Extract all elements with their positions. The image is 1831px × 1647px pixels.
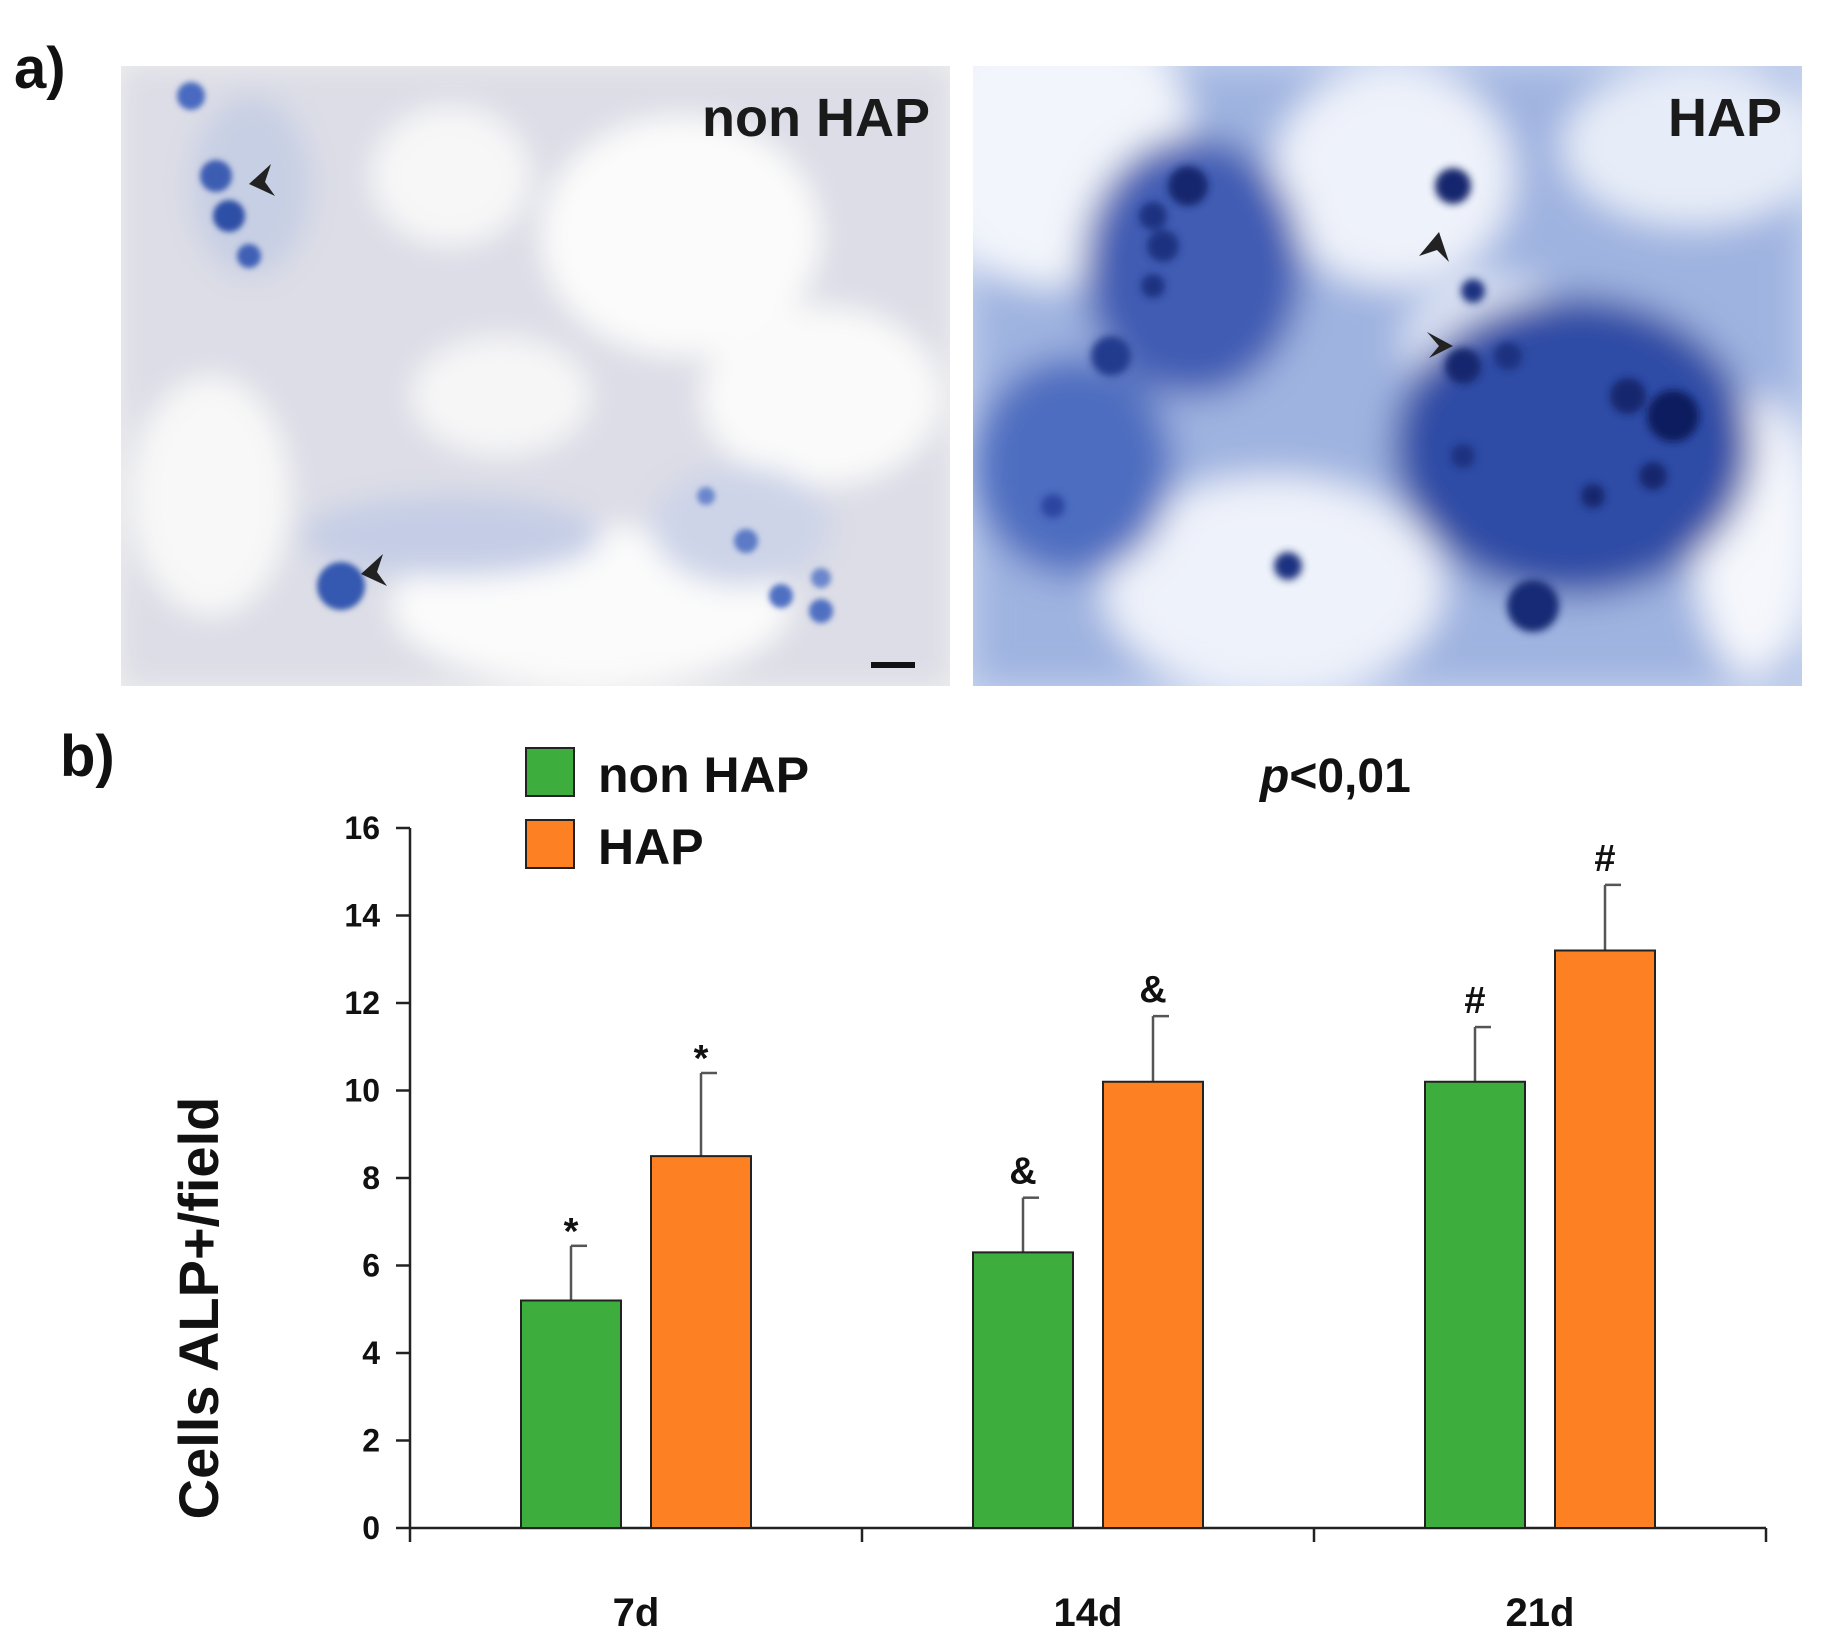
y-tick-label: 14 — [344, 898, 380, 934]
micrograph-hap-label: HAP — [1667, 88, 1782, 148]
bar-chart-svg: 0 2 4 6 8 10 12 14 16 7d * * 14d & & 21d # # non HAP HAP… — [167, 747, 1768, 1635]
micrograph-non-hap: non HAP — [121, 66, 950, 686]
y-tick-label: 2 — [362, 1423, 380, 1459]
p-value-symbol: p — [1258, 750, 1289, 803]
micrograph-non-hap-label: non HAP — [702, 88, 930, 148]
y-tick-label: 4 — [362, 1335, 380, 1371]
bar — [1424, 1080, 1526, 1529]
y-tick-label: 8 — [362, 1160, 380, 1196]
significance-marker: & — [1009, 1151, 1036, 1193]
y-tick-label: 6 — [362, 1248, 380, 1284]
y-tick-label: 10 — [344, 1073, 380, 1109]
x-category-label: 14d — [1054, 1591, 1123, 1635]
y-tick-label: 0 — [362, 1510, 380, 1546]
chart-bars — [520, 883, 1656, 1529]
bar — [520, 1299, 622, 1529]
legend-label-non-hap: non HAP — [598, 747, 809, 803]
bar — [1102, 1080, 1204, 1529]
micrograph-hap-image — [973, 66, 1802, 686]
chart-labels: 7d * * 14d & & 21d # # — [564, 838, 1616, 1635]
p-value-text: <0,01 — [1289, 750, 1410, 803]
significance-marker: # — [1464, 980, 1485, 1022]
bar — [650, 1155, 752, 1529]
bar — [1554, 949, 1656, 1529]
bar-chart: 0 2 4 6 8 10 12 14 16 7d * * 14d & & 21d # # non HAP HAP… — [0, 720, 1831, 1647]
significance-marker: & — [1139, 969, 1166, 1011]
p-value-annotation: p<0,01 — [1258, 750, 1411, 803]
x-category-label: 21d — [1506, 1591, 1575, 1635]
micrograph-hap: HAP — [973, 66, 1802, 686]
micrograph-non-hap-image — [121, 66, 950, 686]
chart-axes: 0 2 4 6 8 10 12 14 16 — [344, 810, 1768, 1546]
legend-swatch-hap — [525, 819, 575, 869]
legend-swatch-non-hap — [525, 747, 575, 797]
legend-label-hap: HAP — [598, 819, 704, 875]
panel-b-label: b) — [60, 724, 115, 789]
significance-marker: # — [1594, 838, 1615, 880]
x-category-label: 7d — [613, 1591, 660, 1635]
y-tick-label: 16 — [344, 810, 380, 846]
y-tick-label: 12 — [344, 985, 380, 1021]
significance-marker: * — [564, 1211, 579, 1253]
panel-a-label: a) — [14, 36, 66, 101]
bar — [972, 1251, 1074, 1529]
y-axis-label: Cells ALP+/field — [167, 1097, 230, 1520]
chart-legend: non HAP HAP — [525, 747, 809, 875]
significance-marker: * — [694, 1038, 709, 1080]
